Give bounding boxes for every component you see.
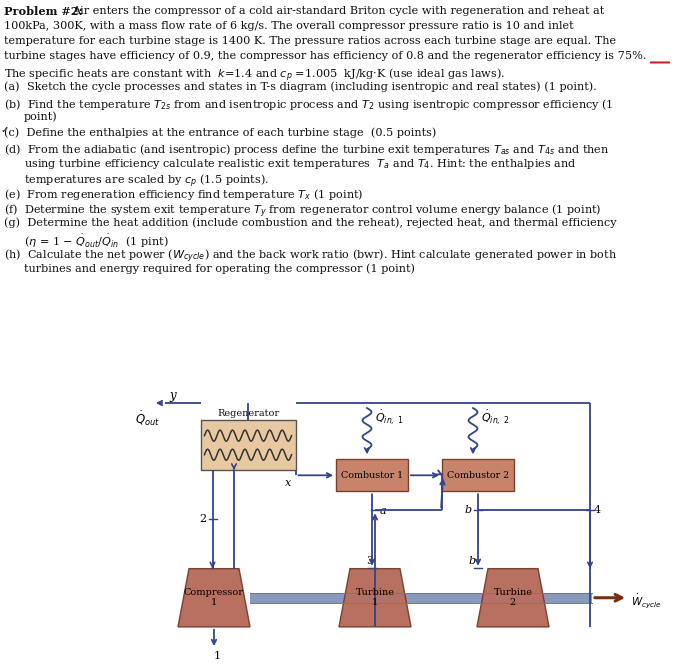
Text: (a)  Sketch the cycle processes and states in T-s diagram (including isentropic : (a) Sketch the cycle processes and state… xyxy=(4,82,596,92)
Text: $\dot{Q}_{out}$: $\dot{Q}_{out}$ xyxy=(135,410,160,428)
Polygon shape xyxy=(339,569,411,627)
Text: Air enters the compressor of a cold air-standard Briton cycle with regeneration : Air enters the compressor of a cold air-… xyxy=(72,6,604,16)
Text: temperature for each turbine stage is 1400 K. The pressure ratios across each tu: temperature for each turbine stage is 14… xyxy=(4,36,616,46)
Text: The specific heats are constant with  $k$=1.4 and $c_p$ =1.005  kJ/kg·K (use ide: The specific heats are constant with $k$… xyxy=(4,67,505,84)
Text: $\dot{W}_{cycle}$: $\dot{W}_{cycle}$ xyxy=(631,592,662,609)
Text: (e)  From regeneration efficiency find temperature $T_x$ (1 point): (e) From regeneration efficiency find te… xyxy=(4,187,363,202)
Text: turbine stages have efficiency of 0.9, the compressor has efficiency of 0.8 and : turbine stages have efficiency of 0.9, t… xyxy=(4,51,646,61)
Text: (h)  Calculate the net power ($W_{cycle}$) and the back work ratio (bwr). Hint c: (h) Calculate the net power ($W_{cycle}$… xyxy=(4,248,617,265)
Text: b: b xyxy=(465,505,472,515)
Text: (b)  Find the temperature $T_{2s}$ from and isentropic process and $T_2$ using i: (b) Find the temperature $T_{2s}$ from a… xyxy=(4,97,613,112)
Text: $\dot{Q}_{in,\ 2}$: $\dot{Q}_{in,\ 2}$ xyxy=(481,409,510,428)
Text: 3: 3 xyxy=(366,555,374,565)
Text: point): point) xyxy=(24,112,57,123)
Text: a: a xyxy=(380,506,386,516)
Text: temperatures are scaled by $c_p$ (1.5 points).: temperatures are scaled by $c_p$ (1.5 po… xyxy=(24,172,269,190)
Text: 2: 2 xyxy=(199,514,206,524)
Polygon shape xyxy=(250,593,592,603)
Text: 100kPa, 300K, with a mass flow rate of 6 kg/s. The overall compressor pressure r: 100kPa, 300K, with a mass flow rate of 6… xyxy=(4,21,573,31)
Text: (f)  Determine the system exit temperature $T_y$ from regenerator control volume: (f) Determine the system exit temperatur… xyxy=(4,202,601,220)
Text: Combustor 2: Combustor 2 xyxy=(447,471,509,480)
Text: x: x xyxy=(286,478,292,488)
Text: using turbine efficiency calculate realistic exit temperatures  $T_a$ and $T_4$.: using turbine efficiency calculate reali… xyxy=(24,157,577,171)
Text: (d)  From the adiabatic (and isentropic) process define the turbine exit tempera: (d) From the adiabatic (and isentropic) … xyxy=(4,142,610,157)
Text: 4: 4 xyxy=(594,505,601,515)
Text: Combustor 1: Combustor 1 xyxy=(341,471,403,480)
Text: (g)  Determine the heat addition (include combustion and the reheat), rejected h: (g) Determine the heat addition (include… xyxy=(4,218,617,228)
Text: Compressor
1: Compressor 1 xyxy=(184,588,244,607)
Text: y: y xyxy=(169,389,176,402)
Text: Turbine
1: Turbine 1 xyxy=(356,588,395,607)
FancyBboxPatch shape xyxy=(200,420,295,470)
Text: Turbine
2: Turbine 2 xyxy=(494,588,533,607)
Text: Regenerator: Regenerator xyxy=(217,409,279,418)
Text: ($\eta$ = 1 $-$ $\dot{Q}_{out}$/$\dot{Q}_{in}$  (1 pint): ($\eta$ = 1 $-$ $\dot{Q}_{out}$/$\dot{Q}… xyxy=(24,233,169,250)
Text: b: b xyxy=(469,555,476,565)
Text: (c)  Define the enthalpies at the entrance of each turbine stage  (0.5 points): (c) Define the enthalpies at the entranc… xyxy=(4,127,436,138)
FancyBboxPatch shape xyxy=(442,460,514,492)
Text: turbines and energy required for operating the compressor (1 point): turbines and energy required for operati… xyxy=(24,263,415,274)
Text: $\dot{Q}_{in,\ 1}$: $\dot{Q}_{in,\ 1}$ xyxy=(375,409,404,428)
Polygon shape xyxy=(477,569,549,627)
Text: Problem #2:: Problem #2: xyxy=(4,6,83,17)
FancyBboxPatch shape xyxy=(336,460,408,492)
Text: $\checkmark$: $\checkmark$ xyxy=(0,125,8,134)
Polygon shape xyxy=(178,569,250,627)
Text: 1: 1 xyxy=(214,651,220,661)
